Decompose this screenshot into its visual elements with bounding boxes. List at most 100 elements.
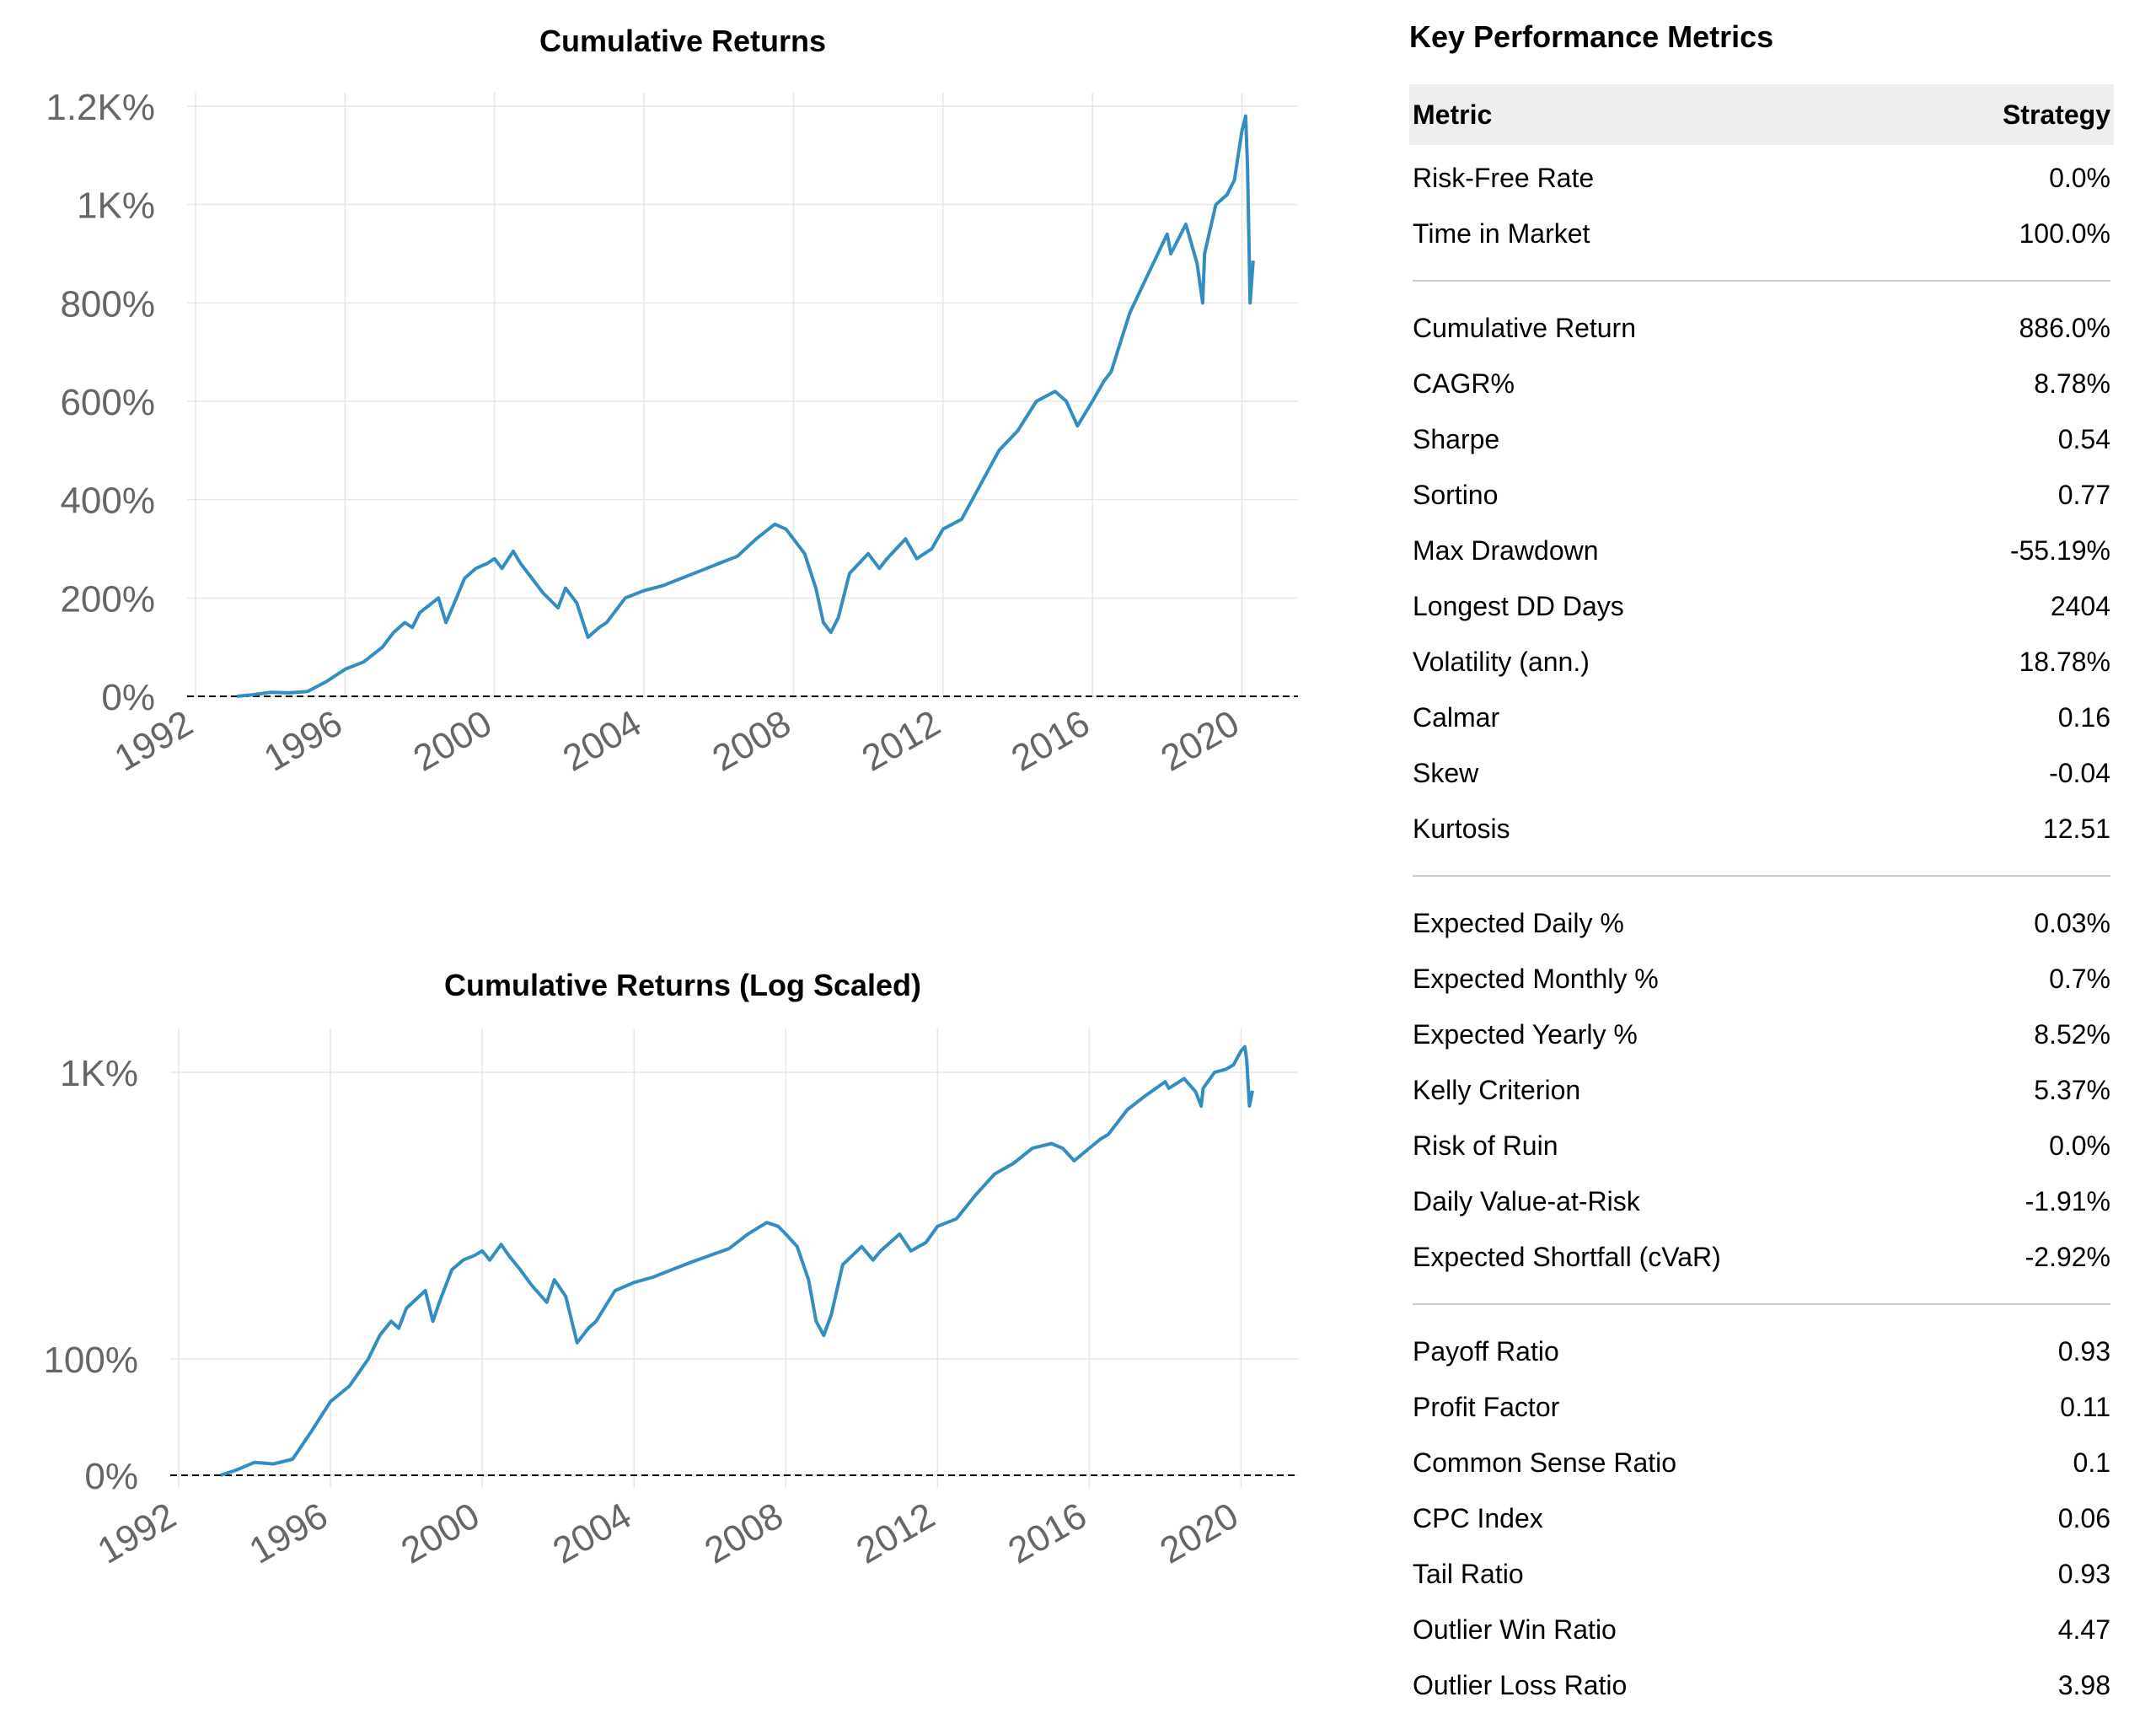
metric-label: Profit Factor — [1413, 1391, 1560, 1422]
metric-value: -0.04 — [2049, 757, 2110, 788]
x-tick-label: 2008 — [705, 702, 797, 779]
metrics-row: Kurtosis 12.51 — [1409, 801, 2114, 856]
metric-label: Sortino — [1413, 479, 1499, 510]
x-tick-label: 2004 — [556, 702, 648, 779]
metric-label: Tail Ratio — [1413, 1558, 1524, 1589]
metrics-row: Calmar 0.16 — [1409, 690, 2114, 745]
metric-value: -2.92% — [2025, 1241, 2110, 1272]
metric-value: 0.11 — [2060, 1391, 2110, 1422]
metric-label: Volatility (ann.) — [1413, 646, 1590, 677]
metric-label: Risk-Free Rate — [1413, 162, 1595, 193]
metric-value: 0.77 — [2057, 479, 2110, 510]
cumulative-returns-chart: 0%200%400%600%800%1K%1.2K%1992 1996 2000 20… — [46, 87, 1298, 780]
metrics-row: Cumulative Return 886.0% — [1409, 300, 2114, 356]
metrics-row: Expected Shortfall (cVaR) -2.92% — [1409, 1229, 2114, 1285]
metric-label: Kelly Criterion — [1413, 1074, 1581, 1105]
metrics-row: CAGR% 8.78% — [1409, 356, 2114, 411]
metric-value: 5.37% — [2034, 1074, 2110, 1105]
y-tick-label: 800% — [60, 283, 155, 325]
x-tick-label: 2012 — [850, 1495, 941, 1571]
metric-column-header: Metric — [1413, 99, 1493, 130]
metrics-row: Kelly Criterion 5.37% — [1409, 1062, 2114, 1118]
cumulative-returns-log-title: Cumulative Returns (Log Scaled) — [443, 968, 922, 1002]
x-tick-label: 2020 — [1154, 702, 1246, 779]
x-tick-label: 2016 — [1005, 702, 1097, 779]
metric-label: Common Sense Ratio — [1413, 1447, 1677, 1478]
x-tick-label: 2012 — [855, 702, 947, 779]
y-tick-label: 400% — [60, 481, 155, 522]
metric-value: 2404 — [2050, 590, 2110, 621]
metrics-row: Tail Ratio 0.93 — [1409, 1546, 2114, 1602]
metrics-row: Daily Value-at-Risk -1.91% — [1409, 1173, 2114, 1229]
metric-value: 0.0% — [2049, 162, 2110, 193]
metric-value: 0.03% — [2034, 907, 2110, 938]
metric-label: Cumulative Return — [1413, 312, 1636, 343]
cumulative-returns-log-chart: 0% 100% 1K% 1992 1996 2000 2004 2008 2012 2016 202… — [43, 1028, 1298, 1572]
metric-value: 0.93 — [2057, 1335, 2110, 1367]
metric-label: Calmar — [1413, 701, 1500, 733]
metric-label: Payoff Ratio — [1413, 1335, 1559, 1367]
metrics-row: Expected Yearly % 8.52% — [1409, 1007, 2114, 1062]
metric-value: 4.47 — [2057, 1614, 2110, 1645]
x-tick-label: 1992 — [91, 1495, 183, 1571]
metrics-row: Risk-Free Rate 0.0% — [1409, 150, 2114, 206]
metric-value: -1.91% — [2025, 1185, 2110, 1216]
metric-label: Sharpe — [1413, 423, 1500, 454]
strategy-column-header: Strategy — [2002, 99, 2110, 130]
metric-value: 0.93 — [2057, 1558, 2110, 1589]
key-performance-metrics-table: Key Performance Metrics Metric Strategy … — [1409, 17, 2114, 1713]
metrics-group-divider — [1409, 1285, 2114, 1324]
metrics-row: CPC Index 0.06 — [1409, 1490, 2114, 1546]
metrics-row: Profit Factor 0.11 — [1409, 1379, 2114, 1435]
y-tick-label: 0% — [84, 1456, 138, 1497]
metric-value: 8.52% — [2034, 1018, 2110, 1050]
metric-label: Daily Value-at-Risk — [1413, 1185, 1640, 1216]
x-tick-label: 1996 — [257, 702, 349, 779]
metric-value: 100.0% — [2019, 217, 2110, 249]
cumulative-returns-title: Cumulative Returns — [539, 24, 827, 58]
metric-value: -55.19% — [2009, 534, 2110, 566]
metric-value: 3.98 — [2057, 1669, 2110, 1700]
metrics-row: Skew -0.04 — [1409, 745, 2114, 801]
metric-label: Longest DD Days — [1413, 590, 1624, 621]
metric-label: Outlier Loss Ratio — [1413, 1669, 1628, 1700]
metrics-row: Payoff Ratio 0.93 — [1409, 1324, 2114, 1379]
metrics-row: Common Sense Ratio 0.1 — [1409, 1435, 2114, 1490]
metrics-group-divider — [1409, 856, 2114, 895]
metrics-title: Key Performance Metrics — [1409, 19, 1774, 54]
x-tick-label: 2008 — [698, 1495, 790, 1571]
x-tick-label: 2000 — [394, 1495, 486, 1571]
metric-label: CPC Index — [1413, 1502, 1543, 1533]
metrics-row: Sortino 0.77 — [1409, 467, 2114, 523]
x-tick-label: 2016 — [1001, 1495, 1093, 1571]
metric-label: Skew — [1413, 757, 1479, 788]
metric-value: 12.51 — [2042, 813, 2110, 844]
metric-label: Outlier Win Ratio — [1413, 1614, 1617, 1645]
metric-value: 0.06 — [2057, 1502, 2110, 1533]
metrics-row: Expected Monthly % 0.7% — [1409, 951, 2114, 1007]
metric-label: Expected Daily % — [1413, 907, 1624, 938]
metric-value: 0.54 — [2057, 423, 2110, 454]
metric-label: Kurtosis — [1413, 813, 1510, 844]
metric-value: 0.7% — [2049, 963, 2110, 994]
metrics-row: Expected Daily % 0.03% — [1409, 895, 2114, 951]
x-tick-label: 2004 — [546, 1495, 638, 1571]
metric-label: Max Drawdown — [1413, 534, 1599, 566]
metrics-row: Volatility (ann.) 18.78% — [1409, 634, 2114, 690]
y-tick-label: 200% — [60, 578, 155, 620]
cumulative-return-line — [219, 1044, 1254, 1477]
metrics-header-row: Metric Strategy — [1409, 84, 2114, 145]
metric-value: 886.0% — [2019, 312, 2110, 343]
metrics-row: Time in Market 100.0% — [1409, 206, 2114, 261]
metric-label: Expected Yearly % — [1413, 1018, 1638, 1050]
metrics-row: Outlier Loss Ratio 3.98 — [1409, 1657, 2114, 1713]
metric-label: Expected Monthly % — [1413, 963, 1659, 994]
y-tick-label: 600% — [60, 382, 155, 423]
metrics-body: Risk-Free Rate 0.0% Time in Market 100.0% Cu… — [1409, 145, 2114, 1713]
metric-value: 0.1 — [2073, 1447, 2110, 1478]
metric-label: Expected Shortfall (cVaR) — [1413, 1241, 1721, 1272]
y-tick-label: 1.2K% — [46, 87, 155, 128]
y-tick-label: 1K% — [77, 185, 155, 227]
metrics-row: Risk of Ruin 0.0% — [1409, 1118, 2114, 1173]
y-tick-label: 100% — [43, 1340, 138, 1381]
